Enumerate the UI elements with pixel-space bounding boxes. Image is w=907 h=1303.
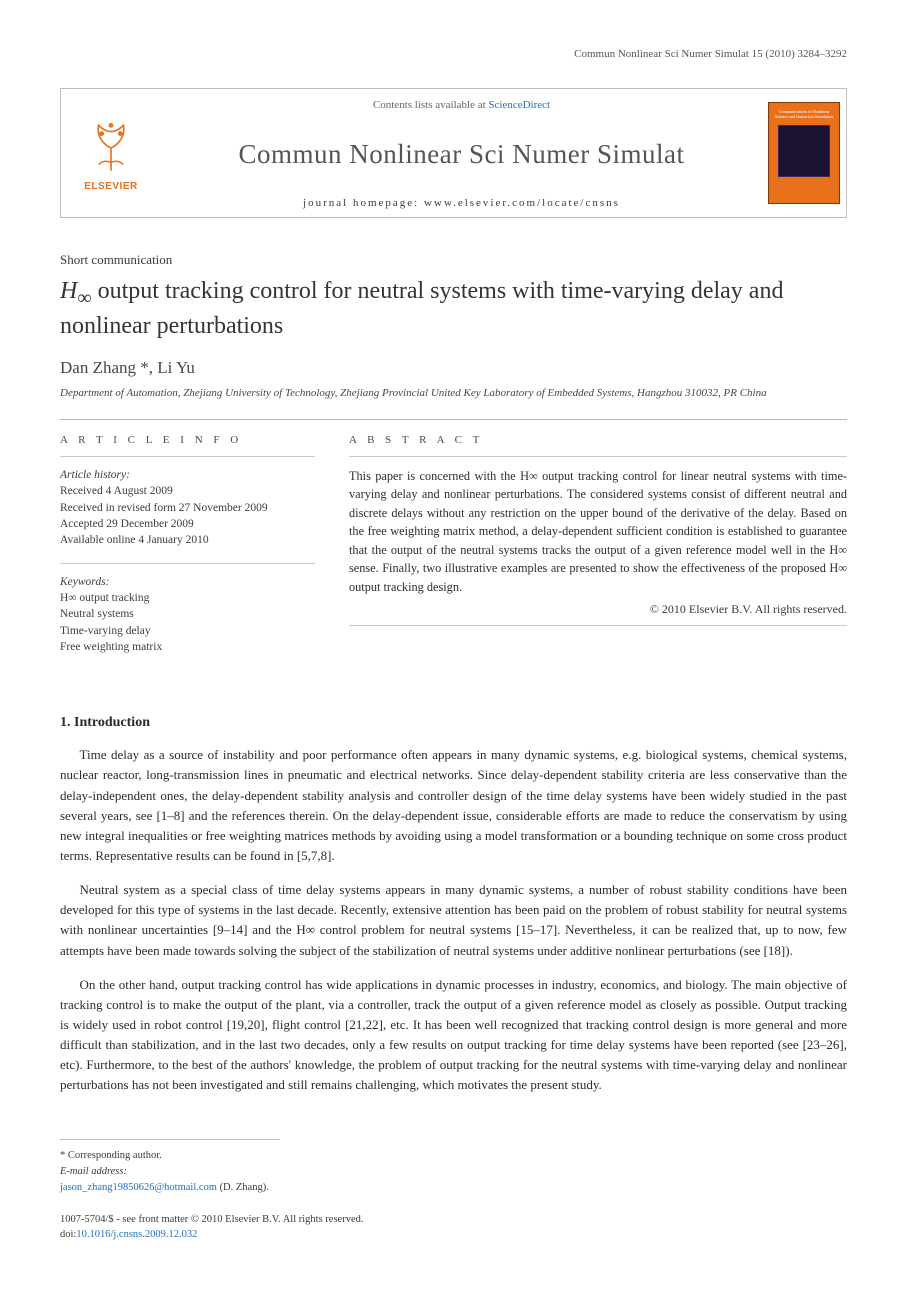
keyword: Free weighting matrix <box>60 639 315 655</box>
contents-prefix: Contents lists available at <box>373 99 488 111</box>
journal-cover-thumbnail: Communications in Nonlinear Science and … <box>768 102 840 204</box>
journal-title: Commun Nonlinear Sci Numer Simulat <box>171 139 752 170</box>
article-title: H∞ output tracking control for neutral s… <box>60 276 847 342</box>
footnotes: * Corresponding author. E-mail address: … <box>60 1139 280 1195</box>
abstract-copyright: © 2010 Elsevier B.V. All rights reserved… <box>349 602 847 617</box>
history-line: Accepted 29 December 2009 <box>60 516 315 532</box>
doi-link[interactable]: 10.1016/j.cnsns.2009.12.032 <box>76 1229 197 1240</box>
abstract-block: A B S T R A C T This paper is concerned … <box>349 434 847 669</box>
history-line: Received in revised form 27 November 200… <box>60 500 315 516</box>
body-paragraph: On the other hand, output tracking contr… <box>60 975 847 1096</box>
keyword: H∞ output tracking <box>60 590 315 606</box>
info-divider-2 <box>60 563 315 564</box>
running-head: Commun Nonlinear Sci Numer Simulat 15 (2… <box>60 48 847 60</box>
article-info-block: A R T I C L E I N F O Article history: R… <box>60 434 315 669</box>
title-math-var: H <box>60 278 77 304</box>
journal-homepage: journal homepage: www.elsevier.com/locat… <box>171 197 752 209</box>
section-heading-intro: 1. Introduction <box>60 715 847 731</box>
title-math-sub: ∞ <box>77 287 91 309</box>
email-author-paren: (D. Zhang). <box>220 1182 269 1193</box>
front-matter-line: 1007-5704/$ - see front matter © 2010 El… <box>60 1212 847 1228</box>
doi-line: doi:10.1016/j.cnsns.2009.12.032 <box>60 1227 847 1243</box>
article-info-label: A R T I C L E I N F O <box>60 434 315 446</box>
keywords-lead: Keywords: <box>60 574 315 590</box>
cover-thumb-cell: Communications in Nonlinear Science and … <box>762 89 846 217</box>
abstract-bottom-divider <box>349 625 847 626</box>
publisher-logo-cell: ELSEVIER <box>61 89 161 217</box>
email-line: E-mail address: jason_zhang19850626@hotm… <box>60 1164 280 1196</box>
journal-masthead: ELSEVIER Contents lists available at Sci… <box>60 88 847 218</box>
email-label: E-mail address: <box>60 1166 127 1177</box>
cover-thumb-title: Communications in Nonlinear Science and … <box>773 109 835 119</box>
footer-copyright: 1007-5704/$ - see front matter © 2010 El… <box>60 1212 847 1244</box>
masthead-center: Contents lists available at ScienceDirec… <box>161 89 762 217</box>
authors: Dan Zhang *, Li Yu <box>60 358 847 378</box>
sciencedirect-link[interactable]: ScienceDirect <box>488 99 550 111</box>
cover-thumb-graphic <box>778 125 830 177</box>
publisher-wordmark: ELSEVIER <box>84 181 137 192</box>
abstract-divider <box>349 456 847 457</box>
history-lead: Article history: <box>60 467 315 483</box>
info-abstract-grid: A R T I C L E I N F O Article history: R… <box>60 434 847 669</box>
abstract-text: This paper is concerned with the H∞ outp… <box>349 467 847 596</box>
corresponding-author-note: * Corresponding author. <box>60 1148 280 1164</box>
history-line: Available online 4 January 2010 <box>60 532 315 548</box>
keywords-block: Keywords: H∞ output tracking Neutral sys… <box>60 574 315 656</box>
divider-top <box>60 419 847 420</box>
title-rest: output tracking control for neutral syst… <box>60 278 783 339</box>
history-line: Received 4 August 2009 <box>60 483 315 499</box>
elsevier-tree-icon <box>80 115 142 177</box>
article-history: Article history: Received 4 August 2009 … <box>60 467 315 549</box>
body-paragraph: Neutral system as a special class of tim… <box>60 880 847 961</box>
body-paragraph: Time delay as a source of instability an… <box>60 745 847 866</box>
doi-prefix: doi: <box>60 1229 76 1240</box>
keyword: Neutral systems <box>60 606 315 622</box>
keyword: Time-varying delay <box>60 623 315 639</box>
info-divider-1 <box>60 456 315 457</box>
article-type: Short communication <box>60 252 847 268</box>
elsevier-logo: ELSEVIER <box>80 115 142 192</box>
contents-available-line: Contents lists available at ScienceDirec… <box>171 99 752 111</box>
affiliation: Department of Automation, Zhejiang Unive… <box>60 386 847 401</box>
abstract-label: A B S T R A C T <box>349 434 847 446</box>
author-email-link[interactable]: jason_zhang19850626@hotmail.com <box>60 1182 217 1193</box>
